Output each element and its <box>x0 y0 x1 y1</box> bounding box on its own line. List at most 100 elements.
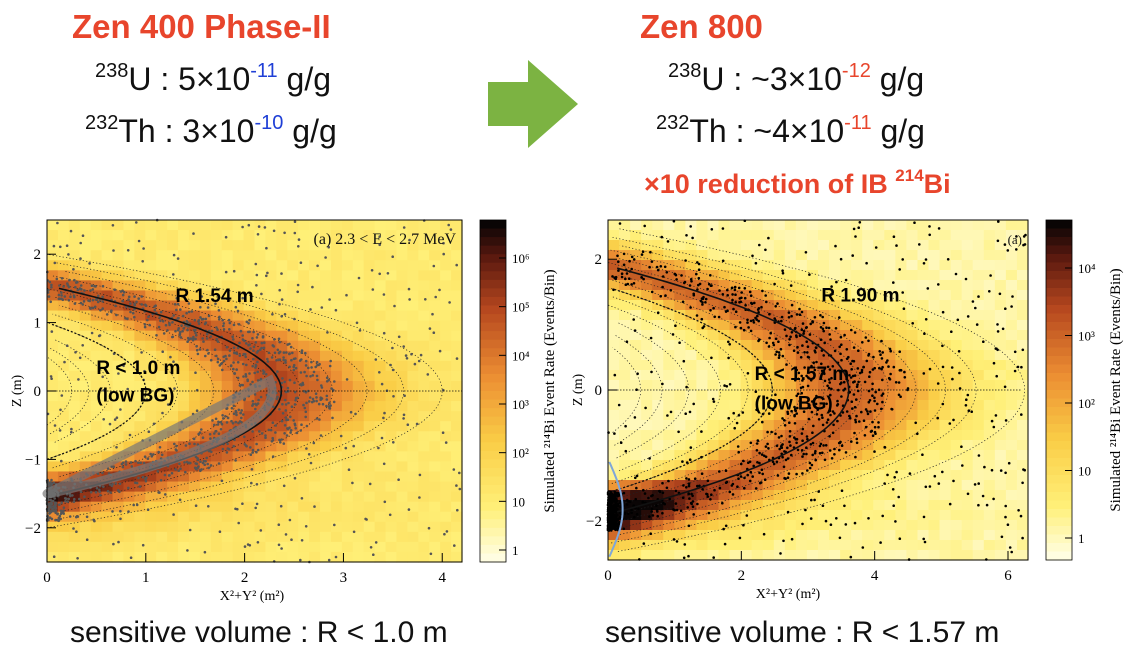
heatmap-cell <box>156 411 168 422</box>
heatmap-cell <box>374 531 387 543</box>
heatmap-cell <box>762 250 775 261</box>
event-point <box>67 299 71 302</box>
heatmap-cell <box>619 300 631 311</box>
heatmap-cell <box>707 460 720 471</box>
event-point <box>57 519 60 523</box>
event-point <box>675 540 679 543</box>
heatmap-cell <box>928 450 941 461</box>
heatmap-cell <box>418 380 430 392</box>
heatmap-cell <box>983 420 996 431</box>
event-point <box>642 277 645 281</box>
heatmap-cell <box>685 290 698 301</box>
event-point <box>730 484 734 487</box>
event-point <box>850 368 853 371</box>
heatmap-cell <box>112 330 125 342</box>
event-point <box>283 380 287 384</box>
event-point <box>732 307 735 311</box>
event-point <box>243 435 246 439</box>
fiducial-curve <box>46 323 147 461</box>
event-point <box>843 333 846 337</box>
heatmap-cell <box>309 350 321 362</box>
heatmap-cell <box>630 510 642 521</box>
heatmap-cell <box>851 340 863 351</box>
event-point <box>278 350 282 354</box>
heatmap-cell <box>418 471 430 483</box>
heatmap-cell <box>873 540 885 551</box>
heatmap-cell <box>630 400 642 411</box>
heatmap-cell <box>112 260 125 271</box>
heatmap-cell <box>451 441 463 452</box>
heatmap-cell <box>101 501 114 513</box>
heatmap-cell <box>47 431 59 442</box>
heatmap-cell <box>418 230 430 241</box>
heatmap-cell <box>167 380 179 392</box>
colorbar-segment <box>480 262 506 272</box>
heatmap-cell <box>707 390 720 401</box>
heatmap-cell <box>939 280 952 291</box>
event-point <box>206 462 209 466</box>
heatmap-cell <box>112 270 125 281</box>
heatmap-cell <box>254 310 267 322</box>
heatmap-cell <box>385 441 398 452</box>
heatmap-cell <box>298 330 310 342</box>
heatmap-cell <box>950 430 963 441</box>
heatmap-cell <box>407 471 419 483</box>
event-point <box>135 503 139 507</box>
heatmap-cell <box>840 330 852 341</box>
event-point <box>1004 307 1007 310</box>
event-point <box>805 452 808 456</box>
heatmap-cell <box>341 491 354 503</box>
heatmap-cell <box>862 370 874 381</box>
event-point <box>201 337 204 340</box>
event-point <box>254 341 258 344</box>
event-point <box>265 274 268 278</box>
event-point <box>157 491 160 494</box>
heatmap-cell <box>396 290 408 302</box>
event-point <box>380 382 384 386</box>
heatmap-cell <box>385 230 398 241</box>
heatmap-cell <box>221 290 234 302</box>
event-point <box>839 257 843 261</box>
heatmap-cell <box>895 450 908 461</box>
heatmap-cell <box>276 421 288 432</box>
event-point <box>266 357 269 361</box>
heatmap-cell <box>939 370 952 381</box>
heatmap-cell <box>156 551 168 563</box>
heatmap-cell <box>641 390 653 401</box>
heatmap-cell <box>917 330 930 341</box>
event-point <box>873 399 876 403</box>
heatmap-cell <box>762 270 775 281</box>
heatmap-cell <box>652 240 664 251</box>
heatmap-cell <box>619 450 631 461</box>
heatmap-cell <box>210 260 223 271</box>
event-point <box>319 398 323 402</box>
heatmap-cell <box>795 350 808 361</box>
heatmap-cell <box>221 260 234 271</box>
heatmap-cell <box>873 280 885 291</box>
event-point <box>282 484 286 488</box>
event-point <box>858 371 862 375</box>
event-point <box>853 331 857 334</box>
heatmap-cell <box>156 491 168 503</box>
heatmap-cell <box>751 260 764 271</box>
heatmap-cell <box>762 220 775 231</box>
heatmap-cell <box>112 401 125 412</box>
event-point <box>649 532 652 535</box>
event-point <box>196 352 200 356</box>
heatmap-cell <box>101 401 114 412</box>
event-point <box>786 446 789 450</box>
heatmap-cell <box>906 330 919 341</box>
th-mass-number: 232 <box>656 112 690 134</box>
event-point <box>650 260 654 263</box>
event-point <box>611 275 614 278</box>
heatmap-cell <box>210 270 223 281</box>
heatmap-cell <box>47 300 59 312</box>
heatmap-cell <box>407 391 419 402</box>
event-point <box>746 473 749 477</box>
heatmap-cell <box>309 240 321 251</box>
event-point <box>81 344 84 347</box>
heatmap-cell <box>619 540 631 551</box>
heatmap-cell <box>352 250 365 261</box>
heatmap-cell <box>685 450 698 461</box>
event-point <box>811 321 814 324</box>
